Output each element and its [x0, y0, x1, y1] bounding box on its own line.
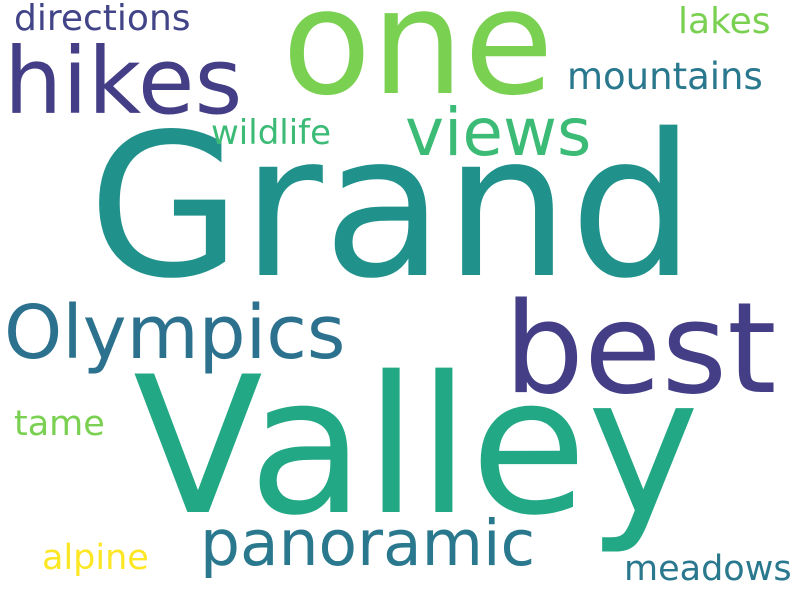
word-views: views: [405, 94, 592, 171]
word-grand: Grand: [88, 91, 696, 322]
word-valley: Valley: [133, 336, 700, 557]
word-tame: tame: [14, 404, 105, 444]
word-hikes: hikes: [4, 28, 243, 135]
word-lakes: lakes: [678, 1, 771, 42]
word-mountains: mountains: [567, 55, 763, 98]
word-one: one: [282, 0, 554, 128]
word-directions: directions: [14, 0, 191, 39]
word-best: best: [504, 275, 777, 422]
word-alpine: alpine: [42, 538, 149, 578]
word-meadows: meadows: [624, 549, 792, 589]
word-olympics: Olympics: [4, 290, 346, 376]
word-wildlife: wildlife: [211, 113, 332, 153]
word-panoramic: panoramic: [200, 507, 536, 580]
